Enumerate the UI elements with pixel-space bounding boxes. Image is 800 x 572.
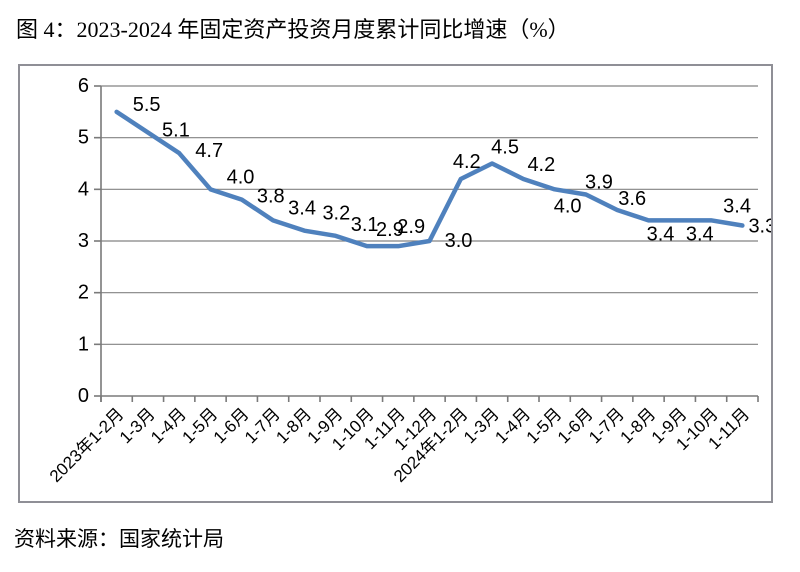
data-label: 2.9	[376, 219, 404, 241]
data-label: 2.9	[397, 216, 425, 238]
chart-title: 图 4：2023-2024 年固定资产投资月度累计同比增速（%）	[16, 17, 570, 42]
data-label: 3.1	[351, 214, 379, 236]
y-tick-label: 1	[78, 333, 89, 355]
data-label: 5.1	[162, 120, 190, 142]
data-label: 5.5	[133, 94, 161, 116]
x-tick-label: 1-8月	[616, 404, 659, 447]
x-tick-label: 1-3月	[116, 404, 159, 447]
data-label: 3.2	[322, 203, 350, 225]
data-label: 4.2	[527, 154, 555, 176]
data-label: 4.2	[453, 151, 481, 173]
chart-frame: 0 1 2 3 4 5 6 2023年1-2月 1-3月 1-4月 1-5月 1-6月 1-7月 1-8月…	[18, 64, 776, 503]
data-label: 4.7	[195, 140, 223, 162]
data-label: 3.4	[647, 223, 675, 245]
x-tick-label: 1-7月	[241, 404, 284, 447]
x-tick-label: 1-8月	[272, 404, 315, 447]
y-tick-label: 4	[78, 178, 89, 200]
x-tick-label: 1-4月	[491, 404, 534, 447]
y-tick-label: 6	[78, 75, 89, 97]
x-tick-label: 2023年1-2月	[46, 404, 128, 486]
data-label: 3.4	[723, 195, 751, 217]
source-note: 资料来源：国家统计局	[14, 527, 224, 551]
data-label: 3.8	[257, 186, 285, 208]
data-label: 4.0	[227, 166, 255, 188]
data-label: 3.6	[618, 188, 646, 210]
x-tick-label: 1-7月	[585, 404, 628, 447]
data-line	[114, 109, 745, 249]
x-tick-label: 1-3月	[460, 404, 503, 447]
x-tick-label: 1-6月	[210, 404, 253, 447]
data-label: 4.0	[554, 195, 582, 217]
y-tick-label: 2	[78, 282, 89, 304]
data-label: 3.9	[585, 172, 613, 194]
y-tick-label: 3	[78, 230, 89, 252]
x-tick-label: 1-4月	[147, 404, 190, 447]
x-tick-label: 1-5月	[523, 404, 566, 447]
data-label: 4.5	[491, 137, 519, 159]
line-chart: 01234562023年1-2月1-3月1-4月1-5月1-6月1-7月1-8月…	[46, 75, 776, 486]
data-label: 3.0	[445, 230, 473, 252]
x-tick-label: 1-6月	[554, 404, 597, 447]
data-label: 3.3	[748, 216, 771, 238]
data-label: 3.4	[288, 197, 316, 219]
y-tick-label: 5	[78, 127, 89, 149]
y-tick-label: 0	[78, 385, 89, 407]
data-label: 3.4	[686, 223, 714, 245]
x-tick-label: 1-5月	[178, 404, 221, 447]
